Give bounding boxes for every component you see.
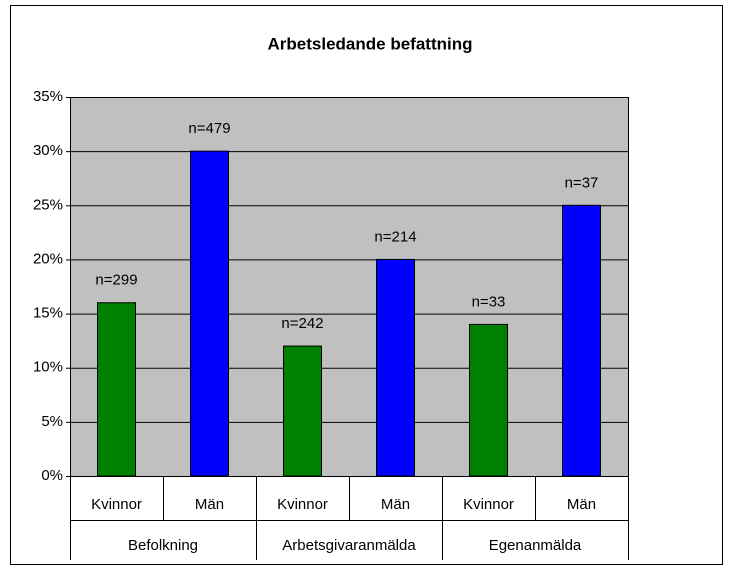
chart-title: Arbetsledande befattning: [268, 34, 473, 53]
bar: [97, 302, 136, 477]
bar: [469, 323, 508, 477]
x-tick-label: Kvinnor: [277, 496, 328, 513]
x-tick-label: Män: [381, 496, 410, 513]
bar: [376, 258, 415, 477]
bar: [562, 204, 601, 477]
x-tick-label: Kvinnor: [91, 496, 142, 513]
group-label: Egenanmälda: [489, 537, 582, 554]
plot-area: [70, 97, 628, 476]
bar-annotation: n=37: [565, 174, 599, 191]
bar-annotation: n=479: [188, 120, 230, 137]
y-tick-label: 10%: [33, 359, 63, 376]
y-tick-label: 5%: [41, 413, 63, 430]
y-tick-label: 15%: [33, 305, 63, 322]
bar-annotation: n=33: [472, 293, 506, 310]
bar-annotation: n=299: [95, 272, 137, 289]
group-label: Arbetsgivaranmälda: [282, 537, 416, 554]
bar: [283, 345, 322, 477]
bar: [190, 150, 229, 477]
y-tick-label: 20%: [33, 250, 63, 267]
y-tick-label: 35%: [33, 88, 63, 105]
x-tick-label: Män: [567, 496, 596, 513]
y-tick-label: 30%: [33, 142, 63, 159]
y-tick-label: 25%: [33, 196, 63, 213]
bar-annotation: n=214: [374, 228, 416, 245]
x-tick-label: Kvinnor: [463, 496, 514, 513]
bar-annotation: n=242: [281, 315, 323, 332]
group-label: Befolkning: [128, 537, 198, 554]
x-tick-label: Män: [195, 496, 224, 513]
y-tick-label: 0%: [41, 467, 63, 484]
